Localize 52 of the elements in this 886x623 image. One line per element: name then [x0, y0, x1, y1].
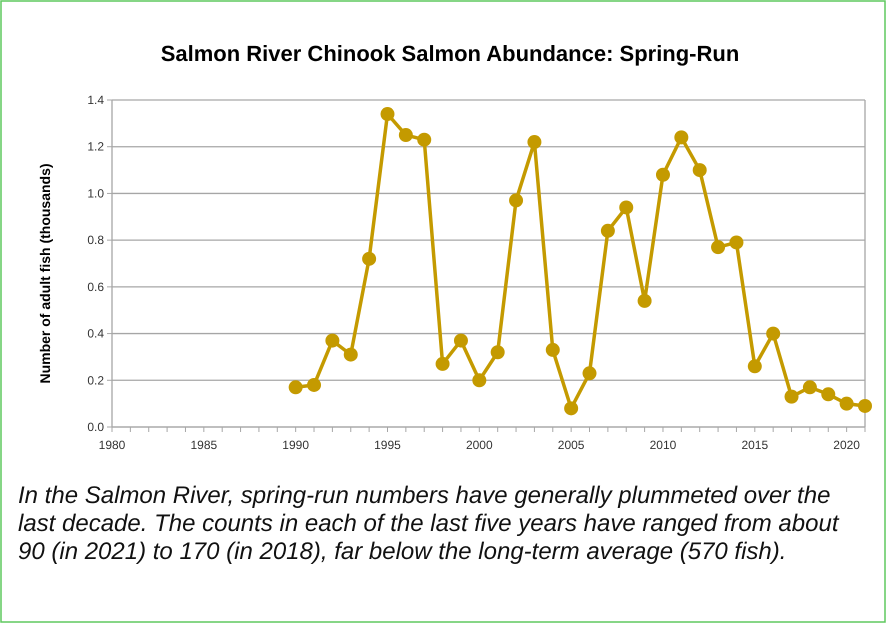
point — [527, 135, 542, 150]
point — [784, 390, 799, 404]
point — [509, 193, 524, 208]
point — [546, 342, 560, 357]
point — [858, 398, 872, 413]
point — [472, 373, 486, 388]
y-tick-label: 0.0 — [87, 420, 104, 434]
x-tick-label: 2010 — [650, 438, 677, 452]
x-tick-label: 2000 — [466, 438, 493, 452]
point — [582, 366, 597, 380]
x-tick-label: 1985 — [190, 438, 218, 452]
y-tick-label: 0.8 — [87, 233, 104, 248]
point — [344, 348, 358, 362]
point — [711, 240, 726, 254]
point — [674, 130, 688, 144]
y-tick-label: 0.4 — [87, 326, 104, 341]
point — [821, 387, 836, 402]
point — [656, 168, 670, 182]
point — [288, 380, 303, 394]
x-tick-label: 1980 — [98, 438, 126, 452]
y-tick-label: 1.4 — [87, 93, 104, 107]
y-tick-label: 1.2 — [87, 140, 104, 154]
y-tick-label: 0.2 — [87, 373, 104, 388]
point — [362, 252, 376, 266]
point — [490, 345, 505, 360]
point — [840, 396, 854, 411]
x-tick-label: 2015 — [741, 438, 768, 452]
point — [325, 334, 340, 348]
point — [802, 380, 817, 394]
y-axis-title: Number of adult fish (thousands) — [37, 163, 53, 384]
x-tick-label: 1990 — [282, 438, 310, 452]
point — [600, 224, 615, 238]
y-tick-label: 1.0 — [87, 186, 104, 200]
point — [564, 401, 578, 416]
point — [454, 334, 468, 348]
point — [436, 356, 450, 371]
text: In the Salmon River, spring-run numbers have generally plummeted over the last decade. The counts in each of the last five years have ranged from about 90 (in 2021) to 170 (in 2018), far below the long-term average (570 fish). — [18, 482, 840, 566]
x-tick-label: 2020 — [833, 438, 860, 452]
point — [766, 326, 780, 341]
point — [729, 235, 744, 250]
point — [380, 107, 394, 122]
point — [638, 294, 652, 308]
point — [619, 200, 634, 214]
point — [398, 128, 413, 142]
point — [692, 163, 707, 178]
point — [748, 359, 762, 374]
point — [417, 132, 432, 147]
x-tick-label: 1995 — [374, 438, 402, 452]
chart-title: Salmon River Chinook Salmon Abundance: Spring-Run — [160, 41, 740, 66]
x-tick-label: 2005 — [558, 438, 585, 452]
y-tick-label: 0.6 — [87, 280, 104, 294]
point — [307, 378, 322, 392]
